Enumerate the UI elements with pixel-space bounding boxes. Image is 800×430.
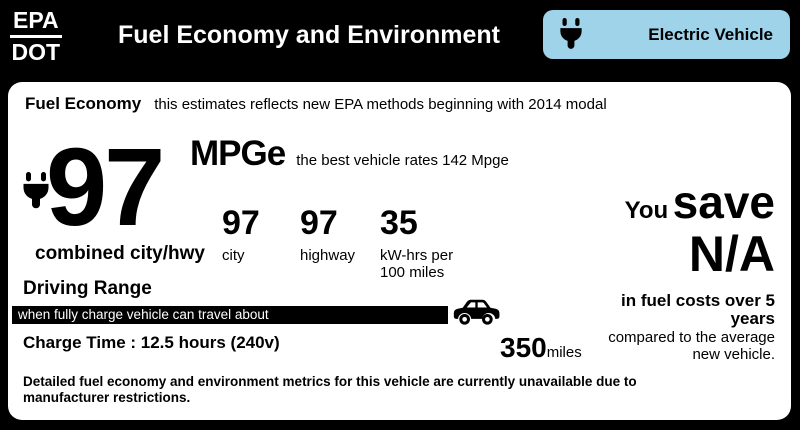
savings-comparison-note: compared to the average new vehicle. [608, 329, 775, 363]
driving-range-bar: when fully charge vehicle can travel abo… [12, 306, 448, 324]
plug-icon [560, 17, 582, 49]
vehicle-type-badge: Electric Vehicle [543, 10, 790, 59]
you-save-line: You save [580, 179, 775, 225]
you-label: You [624, 197, 669, 224]
best-vehicle-note: the best vehicle rates 142 Mpge [296, 152, 509, 169]
epa-label: EPA [10, 8, 62, 39]
plug-icon-large [23, 172, 49, 209]
dot-label: DOT [11, 39, 61, 66]
savings-block: You save N/A in fuel costs over 5 years … [580, 179, 775, 364]
stat-kwhrs-value: 35 [380, 204, 418, 242]
range-value: 350 [500, 332, 547, 363]
fuel-economy-section-title: Fuel Economy [25, 94, 142, 113]
charge-time: Charge Time : 12.5 hours (240v) [23, 333, 280, 352]
driving-range-title: Driving Range [23, 278, 152, 299]
label-card: Fuel Economy this estimates reflects new… [8, 82, 791, 420]
mpge-unit-row: MPGe the best vehicle rates 142 Mpge [190, 134, 509, 174]
stat-city-label: city [222, 247, 245, 264]
savings-amount: N/A [688, 226, 775, 282]
mpge-unit: MPGe [190, 134, 286, 173]
stat-highway-label: highway [300, 247, 356, 264]
epa-dot-logo: EPA DOT [10, 8, 62, 66]
fuel-economy-section-note: this estimates reflects new EPA methods … [154, 96, 607, 113]
stat-city: 97 city [222, 206, 260, 264]
stat-kwhrs: 35 kW-hrs per 100 miles [380, 206, 464, 282]
stat-kwhrs-label: kW-hrs per 100 miles [380, 247, 454, 282]
stat-highway: 97 highway [300, 206, 355, 264]
stat-highway-value: 97 [300, 204, 338, 242]
car-icon [453, 299, 500, 325]
vehicle-type-label: Electric Vehicle [648, 24, 773, 44]
combined-mpge-label: combined city/hwy [35, 243, 205, 264]
save-label: save [672, 176, 775, 228]
stat-city-value: 97 [222, 204, 260, 242]
disclaimer: Detailed fuel economy and environment me… [23, 374, 637, 405]
range-unit: miles [546, 344, 582, 361]
fuel-economy-section-header: Fuel Economy this estimates reflects new… [25, 94, 607, 114]
combined-mpge-value: 97 [46, 126, 165, 249]
page-title: Fuel Economy and Environment [118, 21, 500, 49]
range-value-row: 350 miles [500, 332, 582, 364]
savings-period-note: in fuel costs over 5 years [621, 291, 775, 329]
